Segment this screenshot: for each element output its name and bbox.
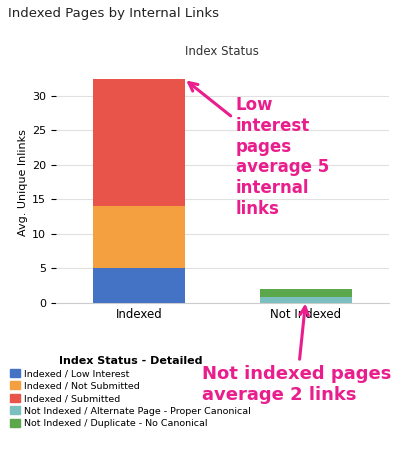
Text: Low
interest
pages
average 5
internal
links: Low interest pages average 5 internal li… <box>189 83 329 218</box>
Title: Index Status: Index Status <box>185 44 259 58</box>
Bar <box>93 79 185 206</box>
Text: Indexed Pages by Internal Links: Indexed Pages by Internal Links <box>8 7 219 20</box>
Bar <box>260 297 352 303</box>
Bar <box>260 289 352 297</box>
Text: Not indexed pages
average 2 links: Not indexed pages average 2 links <box>202 307 392 403</box>
Y-axis label: Avg. Unique Inlinks: Avg. Unique Inlinks <box>17 129 27 236</box>
Bar <box>93 206 185 268</box>
Legend: Indexed / Low Interest, Indexed / Not Submitted, Indexed / Submitted, Not Indexe: Indexed / Low Interest, Indexed / Not Su… <box>10 356 251 428</box>
Bar <box>93 268 185 303</box>
